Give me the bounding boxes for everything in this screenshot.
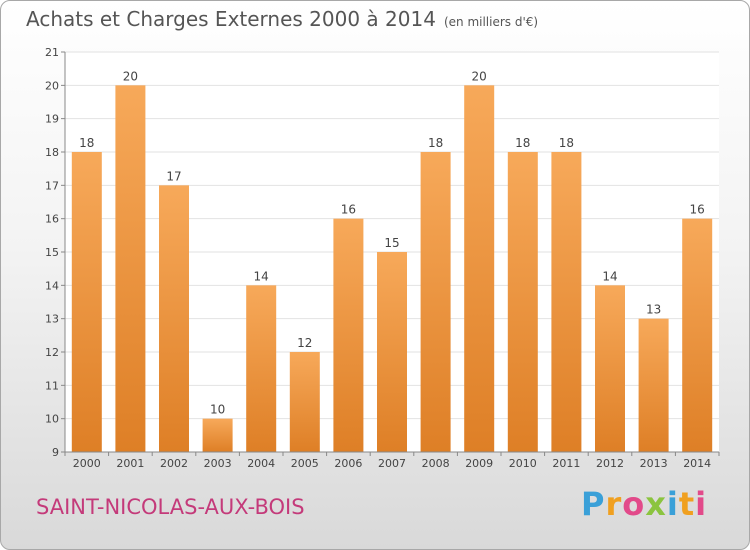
- y-tick-label: 14: [45, 279, 59, 292]
- y-tick-label: 13: [45, 313, 59, 326]
- x-tick-label: 2008: [422, 457, 450, 470]
- y-tick-label: 10: [45, 413, 59, 426]
- bar: [71, 152, 102, 452]
- x-tick-label: 2013: [640, 457, 668, 470]
- x-tick-label: 2012: [596, 457, 624, 470]
- x-tick-label: 2010: [509, 457, 537, 470]
- bar: [289, 352, 320, 452]
- x-tick-label: 2006: [334, 457, 362, 470]
- y-tick-label: 15: [45, 246, 59, 259]
- x-tick-label: 2011: [552, 457, 580, 470]
- data-label: 12: [297, 336, 312, 350]
- bar: [202, 418, 233, 452]
- bar: [464, 85, 495, 452]
- data-label: 17: [166, 169, 181, 183]
- data-label: 13: [646, 303, 661, 317]
- data-label: 14: [254, 269, 269, 283]
- x-tick-label: 2003: [204, 457, 232, 470]
- bar: [115, 85, 146, 452]
- logo-letter: o: [622, 485, 646, 523]
- y-tick-label: 17: [45, 179, 59, 192]
- x-tick-label: 2014: [683, 457, 711, 470]
- y-tick-label: 20: [45, 79, 59, 92]
- bar: [377, 252, 407, 452]
- bar-chart: 9 10 11 12 13 14 15 16 17 18 19 20 21 18 2000 20 2001 17 2…: [45, 46, 720, 470]
- bar: [507, 152, 538, 452]
- x-tick-label: 2002: [160, 457, 188, 470]
- chart-title-text: Achats et Charges Externes 2000 à 2014: [26, 7, 436, 31]
- bar: [159, 185, 189, 453]
- data-label: 16: [341, 203, 356, 217]
- x-tick-label: 2000: [73, 457, 101, 470]
- data-label: 18: [79, 136, 94, 150]
- data-label: 15: [384, 236, 399, 250]
- y-tick-label: 9: [52, 446, 59, 459]
- logo-letter: r: [605, 485, 623, 523]
- chart-title: Achats et Charges Externes 2000 à 2014 (e…: [26, 7, 538, 31]
- logo-letter: t: [678, 485, 696, 523]
- x-tick-label: 2005: [291, 457, 319, 470]
- logo-letter: P: [581, 485, 606, 523]
- y-tick-label: 19: [45, 113, 59, 126]
- data-label: 14: [602, 269, 617, 283]
- bar: [246, 285, 277, 452]
- bar: [638, 318, 669, 452]
- bar: [420, 152, 451, 452]
- bar: [333, 218, 364, 452]
- x-tick-label: 2004: [247, 457, 275, 470]
- logo-letter: i: [695, 485, 708, 523]
- x-tick-label: 2009: [465, 457, 493, 470]
- y-tick-label: 18: [45, 146, 59, 159]
- bar: [551, 152, 582, 452]
- bar: [595, 285, 625, 452]
- data-label: 18: [515, 136, 530, 150]
- data-label: 20: [123, 69, 138, 83]
- x-tick-label: 2007: [378, 457, 406, 470]
- data-label: 10: [210, 403, 225, 417]
- y-tick-label: 16: [45, 213, 59, 226]
- logo-letter: i: [666, 485, 679, 523]
- y-tick-label: 12: [45, 346, 59, 359]
- y-tick-label: 21: [45, 46, 59, 59]
- bar: [682, 218, 713, 452]
- data-label: 18: [559, 136, 574, 150]
- data-label: 18: [428, 136, 443, 150]
- x-tick-label: 2001: [116, 457, 144, 470]
- data-label: 20: [472, 69, 487, 83]
- data-label: 16: [690, 203, 705, 217]
- chart-subtitle: (en milliers d'€): [443, 15, 539, 29]
- commune-name: SAINT-NICOLAS-AUX-BOIS: [36, 495, 305, 519]
- proxiti-logo: Proxiti: [581, 485, 707, 523]
- logo-letter: x: [645, 485, 667, 523]
- y-tick-label: 11: [45, 379, 59, 392]
